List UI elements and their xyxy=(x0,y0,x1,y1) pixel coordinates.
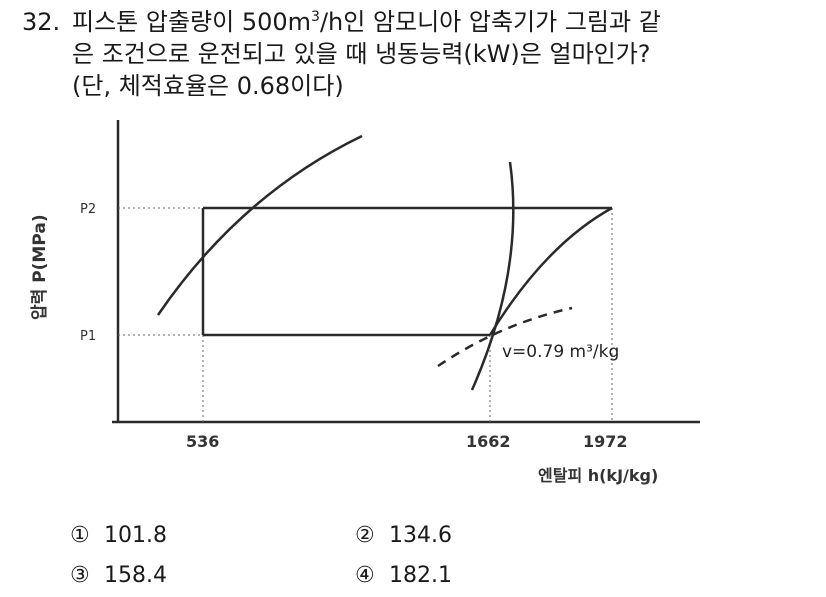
choice-3-mark: ③ xyxy=(70,563,90,588)
question-number: 32. xyxy=(22,8,61,36)
choice-2-mark: ② xyxy=(355,523,375,548)
h-tick-536: 536 xyxy=(186,432,219,451)
question-line-1-text-cont: /h인 암모니아 압축기가 그림과 같 xyxy=(319,8,661,36)
question-line-1-text: 피스톤 압출량이 500m xyxy=(72,8,312,36)
choice-2-value: 134.6 xyxy=(389,523,452,548)
choice-2[interactable]: ② 134.6 xyxy=(355,515,452,557)
h-tick-1662: 1662 xyxy=(466,432,511,451)
choice-4-value: 182.1 xyxy=(389,563,452,588)
choice-4[interactable]: ④ 182.1 xyxy=(355,555,452,597)
choice-1[interactable]: ① 101.8 xyxy=(70,515,167,557)
choice-4-mark: ④ xyxy=(355,563,375,588)
y-axis-label: 압력 P(MPa) xyxy=(29,214,50,320)
superscript-3: 3 xyxy=(311,9,320,25)
compression-line xyxy=(488,206,613,336)
choice-1-mark: ① xyxy=(70,523,90,548)
x-axis-label: 엔탈피 h(kJ/kg) xyxy=(538,466,658,485)
p1-label: P1 xyxy=(80,329,96,344)
choice-3-value: 158.4 xyxy=(104,563,167,588)
question-text: 32. 피스톤 압출량이 500m3/h인 암모니아 압축기가 그림과 같 은 조… xyxy=(22,6,812,102)
p2-label: P2 xyxy=(80,202,96,217)
h-tick-1972: 1972 xyxy=(583,432,628,451)
question-line-1: 32. 피스톤 압출량이 500m3/h인 암모니아 압축기가 그림과 같 xyxy=(22,6,812,38)
specific-volume-line xyxy=(437,306,573,368)
saturated-vapor-line xyxy=(470,161,515,391)
specific-volume-label: v=0.79 m³/kg xyxy=(502,342,619,362)
choice-3[interactable]: ③ 158.4 xyxy=(70,555,167,597)
ph-diagram: 압력 P(MPa) P2 P1 v=0.79 m³/kg 536 1662 19… xyxy=(29,120,700,485)
question-line-3: (단, 체적효율은 0.68이다) xyxy=(72,72,344,100)
choice-1-value: 101.8 xyxy=(104,523,167,548)
saturated-liquid-line xyxy=(156,134,363,316)
question-line-2: 은 조건으로 운전되고 있을 때 냉동능력(kW)은 얼마인가? xyxy=(72,40,651,68)
